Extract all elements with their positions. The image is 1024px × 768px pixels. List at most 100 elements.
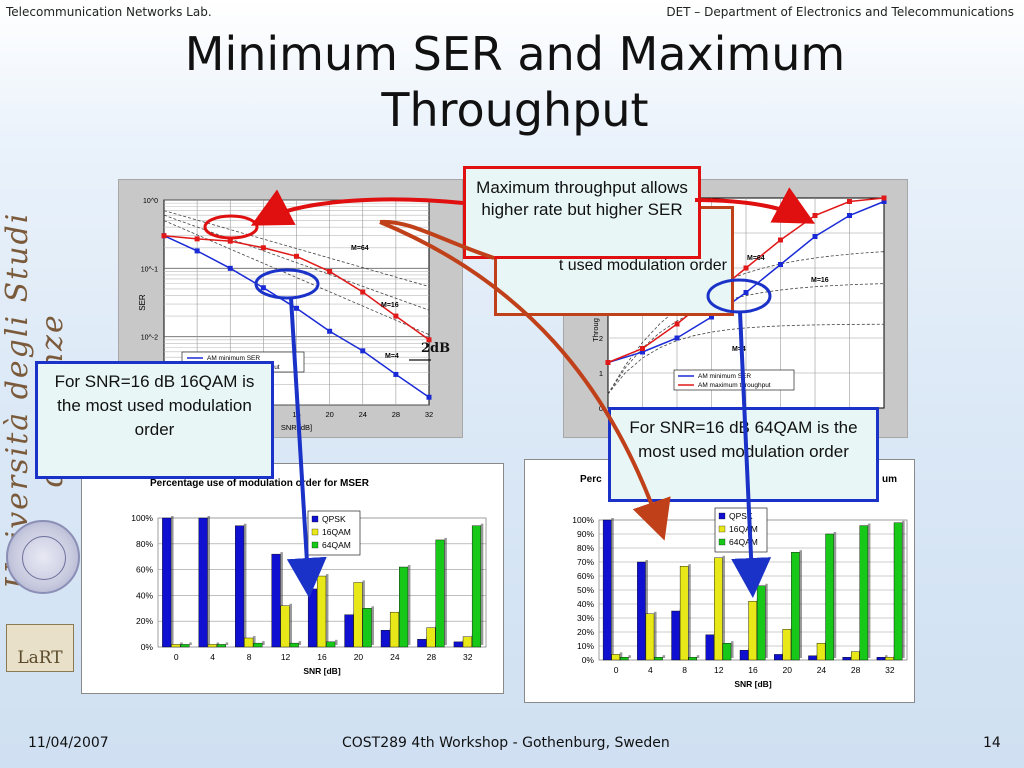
mser-bar xyxy=(253,642,263,648)
mser-bar xyxy=(399,566,409,648)
mser-legend-label: QPSK xyxy=(322,514,346,524)
mser-ytick-label: 20% xyxy=(136,616,153,626)
callout-16qam-text: For SNR=16 dB 16QAM is the most used mod… xyxy=(54,372,255,439)
thr-series-point xyxy=(743,290,749,295)
mser-xtick-label: 12 xyxy=(281,652,291,662)
maxthr-ytick-label: 10% xyxy=(577,641,594,651)
maxthr-bar xyxy=(654,656,663,661)
mser-bar xyxy=(453,641,463,648)
thr-series-point xyxy=(709,314,714,320)
maxthr-legend-swatch xyxy=(718,525,726,533)
mser-legend-label: 16QAM xyxy=(322,527,351,537)
thr-series-point xyxy=(812,234,818,239)
mser-bar xyxy=(216,644,226,648)
maxthr-bar xyxy=(885,656,894,661)
maxthr-ytick-label: 40% xyxy=(577,599,594,609)
mser-bar-chart-box: Percentage use of modulation order for M… xyxy=(81,463,504,694)
mser-bar-shade xyxy=(444,537,447,645)
ser-series-point xyxy=(260,245,266,251)
mser-bar-shade xyxy=(262,641,265,645)
mser-bar xyxy=(162,517,172,648)
ser-series-point xyxy=(227,265,233,271)
ser-label-m4: M=4 xyxy=(385,353,399,360)
maxthr-bar-shade xyxy=(628,655,631,658)
mser-xtick-label: 8 xyxy=(247,652,252,662)
maxthr-bar xyxy=(816,642,826,661)
thr-series-point xyxy=(881,195,887,201)
mser-bar-shade xyxy=(189,642,192,645)
ser-series-point xyxy=(393,313,399,319)
mser-ytick-label: 80% xyxy=(136,539,153,549)
lart-logo: LaRT xyxy=(6,624,74,672)
ser-ytick-label: 10^0 xyxy=(143,198,158,205)
maxthr-xtick-label: 0 xyxy=(614,665,619,675)
maxthr-ytick-label: 90% xyxy=(577,529,594,539)
maxthr-xtick-label: 20 xyxy=(782,665,792,675)
maxthr-xtick-label: 4 xyxy=(648,665,653,675)
mser-bar-shade xyxy=(371,606,374,645)
thr-reference-curve xyxy=(607,323,885,395)
mser-xtick-label: 32 xyxy=(463,652,473,662)
ser-series-point xyxy=(227,238,233,244)
callout-max-throughput-text: Maximum throughput allows higher rate bu… xyxy=(476,178,688,219)
mser-xlabel: SNR [dB] xyxy=(303,666,340,676)
maxthr-bar-shade xyxy=(722,555,725,658)
mser-bar xyxy=(471,525,482,648)
mser-xtick-label: 28 xyxy=(427,652,437,662)
mser-bar-shade xyxy=(216,642,220,645)
thr-series-point xyxy=(674,321,680,327)
mser-legend-swatch xyxy=(311,528,319,536)
ser-series-point xyxy=(327,328,333,334)
maxthr-legend-label: QPSK xyxy=(729,511,753,521)
mser-bar xyxy=(362,608,372,648)
header-department: DET – Department of Electronics and Tele… xyxy=(666,5,1014,19)
mser-bar xyxy=(307,588,318,648)
mser-bar xyxy=(417,639,427,648)
maxthr-bar-shade xyxy=(662,655,666,658)
maxthr-xtick-label: 24 xyxy=(817,665,827,675)
maxthr-legend-swatch xyxy=(718,538,726,546)
mser-xtick-label: 24 xyxy=(390,652,400,662)
thr-series-point xyxy=(674,335,680,341)
maxthr-bar-shade xyxy=(688,564,691,658)
maxthr-ytick-label: 0% xyxy=(582,655,595,665)
ser-series-point xyxy=(294,253,299,259)
maxthr-ytick-label: 50% xyxy=(577,585,594,595)
thr-series-point xyxy=(847,213,852,218)
mser-bar-shade xyxy=(243,523,247,645)
maxthr-bar-shade xyxy=(731,641,734,658)
ser-xtick-label: 20 xyxy=(325,410,333,419)
maxthr-bar xyxy=(714,557,723,661)
thr-reference-curve xyxy=(607,251,885,395)
maxthr-bar-shade xyxy=(654,611,657,658)
thr-series-point xyxy=(778,262,783,267)
thr-label-m16: M=16 xyxy=(811,277,829,284)
callout-64qam-text: For SNR=16 dB 64QAM is the most used mod… xyxy=(629,418,858,461)
ser-series-point xyxy=(360,289,366,295)
maxthr-bar xyxy=(893,522,903,661)
mser-bar-shade xyxy=(407,565,411,645)
maxthr-bar xyxy=(602,519,612,661)
maxthr-xtick-label: 32 xyxy=(885,665,895,675)
maxthr-bar xyxy=(679,565,689,661)
ser-label-m64: M=64 xyxy=(351,245,369,252)
mser-bar-shade xyxy=(180,642,183,645)
title-line-1: Minimum SER and Maximum xyxy=(184,27,846,81)
maxthr-bar-shade xyxy=(885,655,888,658)
mser-xtick-label: 4 xyxy=(210,652,215,662)
thr-label-m4: M=4 xyxy=(732,346,746,353)
ser-ytick-label: 10^-2 xyxy=(141,335,158,342)
maxthr-bar xyxy=(825,533,834,661)
mser-bar xyxy=(244,637,254,648)
maxthr-bar xyxy=(748,600,757,661)
mser-bar xyxy=(180,644,190,648)
maxthr-title-suffix: um xyxy=(882,474,897,485)
maxthr-ytick-label: 80% xyxy=(577,543,594,553)
mser-bar xyxy=(353,582,363,648)
maxthr-bar xyxy=(705,634,715,661)
maxthr-bar xyxy=(851,651,860,661)
mser-bar-shade xyxy=(225,642,229,645)
thr-series-point xyxy=(743,265,749,271)
footer-date: 11/04/2007 xyxy=(28,735,109,751)
mser-bar xyxy=(317,575,327,648)
